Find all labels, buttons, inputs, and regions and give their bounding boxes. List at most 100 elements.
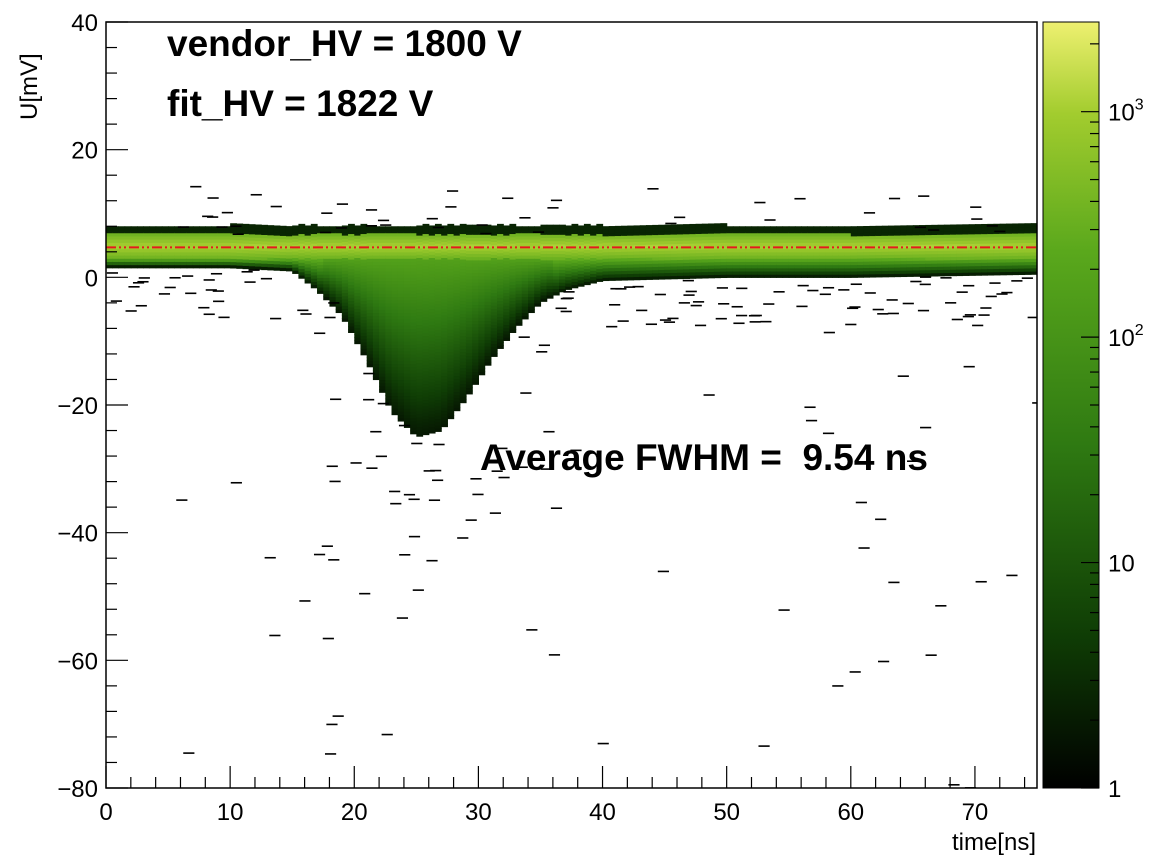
heatmap-cell (937, 224, 945, 229)
heatmap-cell (385, 299, 393, 304)
heatmap-cell (385, 261, 393, 266)
heatmap-cell (1030, 264, 1037, 269)
heatmap-cell (317, 277, 324, 282)
heatmap-cell (813, 232, 821, 237)
heatmap-cell (534, 232, 542, 237)
heatmap-cell (459, 265, 467, 270)
heatmap-cell (447, 386, 455, 391)
heatmap-cell (745, 232, 753, 237)
heatmap-cell (683, 259, 691, 264)
heatmap-cell (434, 386, 442, 391)
heatmap-cell (608, 270, 616, 275)
heatmap-cell (503, 318, 511, 322)
heatmap-cell (180, 261, 188, 266)
heatmap-cell (788, 232, 796, 237)
heatmap-cell (447, 246, 455, 250)
outlier-mark (985, 295, 997, 298)
heatmap-cell (459, 383, 467, 388)
heatmap-cell (385, 334, 393, 339)
heatmap-cell (559, 250, 566, 254)
heatmap-cell (403, 267, 411, 272)
heatmap-cell (1018, 229, 1026, 234)
heatmap-cell (1012, 236, 1019, 240)
heatmap-cell (602, 261, 610, 266)
heatmap-cell (385, 274, 393, 278)
heatmap-cell (434, 255, 442, 260)
heatmap-cell (434, 364, 442, 369)
heatmap-cell (478, 310, 486, 315)
heatmap-cell (906, 260, 914, 265)
heatmap-cell (317, 242, 324, 247)
heatmap-cell (397, 363, 405, 368)
heatmap-cell (465, 387, 473, 392)
heatmap-cell (143, 242, 151, 247)
heatmap-cell (906, 241, 914, 245)
heatmap-cell (857, 270, 864, 275)
heatmap-cell (248, 236, 256, 241)
heatmap-cell (323, 270, 331, 275)
heatmap-cell (453, 388, 461, 393)
heatmap-cell (577, 263, 585, 268)
heatmap-cell (434, 300, 442, 305)
heatmap-cell (459, 341, 467, 346)
heatmap-cell (205, 226, 213, 231)
heatmap-cell (230, 255, 237, 259)
heatmap-cell (720, 255, 728, 259)
heatmap-cell (348, 243, 355, 247)
heatmap-cell (472, 288, 479, 293)
heatmap-cell (677, 275, 684, 280)
heatmap-cell (614, 229, 622, 233)
heatmap-cell (782, 242, 790, 247)
heatmap-cell (925, 260, 933, 264)
heatmap-cell (304, 257, 312, 262)
heatmap-cell (503, 314, 511, 319)
heatmap-cell (422, 405, 430, 410)
outlier-mark (654, 293, 666, 296)
heatmap-cell (1018, 232, 1026, 237)
heatmap-cell (285, 226, 293, 230)
heatmap-cell (360, 233, 368, 238)
heatmap-cell (310, 233, 318, 238)
heatmap-cell (881, 244, 889, 249)
heatmap-cell (956, 230, 964, 235)
heatmap-cell (745, 235, 753, 240)
heatmap-cell (1005, 226, 1013, 231)
heatmap-cell (391, 395, 399, 400)
heatmap-cell (881, 232, 889, 236)
heatmap-cell (428, 247, 436, 252)
heatmap-cell (434, 252, 442, 257)
heatmap-cell (608, 238, 616, 243)
heatmap-cell (701, 268, 709, 273)
heatmap-cell (130, 254, 138, 259)
heatmap-cell (459, 287, 467, 292)
heatmap-cell (763, 226, 771, 231)
heatmap-cell (931, 224, 939, 229)
heatmap-cell (410, 312, 417, 317)
heatmap-cell (267, 263, 275, 268)
heatmap-cell (441, 260, 448, 265)
heatmap-cell (875, 273, 883, 278)
heatmap-cell (465, 317, 473, 322)
heatmap-cell (1005, 236, 1013, 241)
heatmap-cell (292, 270, 300, 274)
heatmap-cell (323, 274, 331, 278)
heatmap-cell (745, 245, 753, 250)
heatmap-cell (348, 223, 355, 228)
heatmap-cell (695, 271, 703, 276)
heatmap-cell (428, 333, 436, 338)
heatmap-cell (422, 357, 430, 362)
heatmap-cell (403, 312, 411, 317)
heatmap-cell (571, 268, 579, 273)
heatmap-cell (422, 364, 430, 369)
heatmap-cell (428, 276, 436, 281)
heatmap-cell (552, 234, 560, 239)
heatmap-cell (403, 382, 411, 387)
heatmap-cell (385, 239, 393, 243)
heatmap-cell (906, 231, 914, 236)
heatmap-cell (745, 270, 753, 275)
heatmap-cell (497, 274, 504, 279)
heatmap-cell (552, 278, 560, 283)
heatmap-cell (366, 360, 374, 365)
heatmap-cell (372, 261, 380, 266)
heatmap-cell (279, 260, 287, 265)
